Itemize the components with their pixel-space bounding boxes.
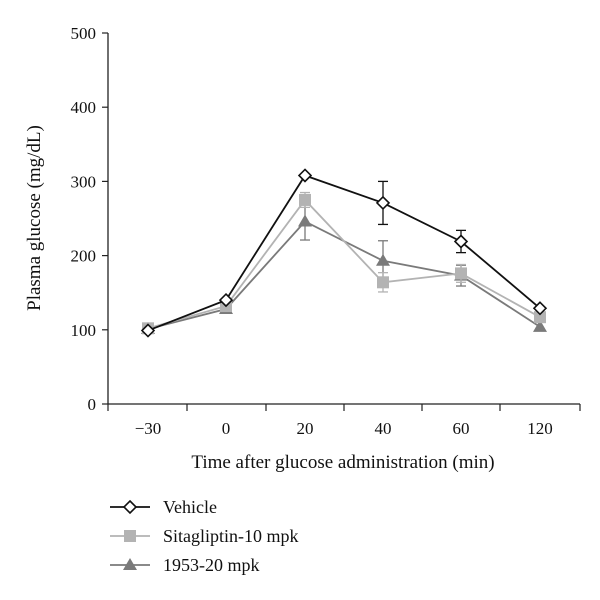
data-point [299, 193, 311, 206]
series-layer [140, 168, 548, 338]
legend-label: Sitagliptin-10 mpk [163, 526, 299, 546]
data-point [297, 168, 313, 183]
data-point [532, 301, 548, 316]
data-point [534, 311, 546, 324]
legend-item: Vehicle [110, 497, 217, 517]
y-tick-label: 400 [71, 98, 97, 117]
y-tick-label: 100 [71, 321, 97, 340]
x-tick-label: 0 [222, 419, 231, 438]
data-point [533, 319, 547, 332]
y-tick-label: 0 [88, 395, 97, 414]
legend-label: Vehicle [163, 497, 217, 517]
y-tick-label: 500 [71, 24, 97, 43]
series-0 [140, 168, 548, 338]
x-ticks: −30 0 20 40 60 120 [107, 404, 581, 438]
series-line [147, 174, 541, 332]
data-point [298, 214, 312, 227]
data-point [376, 253, 390, 266]
y-axis-title: Plasma glucose (mg/dL) [24, 125, 45, 311]
data-point [218, 292, 234, 308]
x-tick-label: 40 [375, 419, 392, 438]
legend-marker [123, 558, 137, 570]
x-tick-label: 120 [527, 419, 553, 438]
legend-item: 1953-20 mpk [110, 555, 260, 575]
x-tick-label: −30 [135, 419, 162, 438]
x-axis-title: Time after glucose administration (min) [191, 452, 494, 473]
legend-marker [122, 499, 138, 515]
data-point [455, 267, 467, 280]
series-line [147, 198, 541, 330]
data-point [140, 323, 156, 338]
legend-marker [124, 530, 136, 542]
x-tick-label: 60 [453, 419, 470, 438]
data-point [375, 195, 391, 211]
legend-label: 1953-20 mpk [163, 555, 260, 575]
series-2 [141, 202, 547, 335]
data-point [453, 234, 469, 249]
legend: Vehicle Sitagliptin-10 mpk 1953-20 mpk [110, 497, 299, 575]
data-point [377, 276, 389, 289]
y-tick-label: 200 [71, 247, 97, 266]
legend-item: Sitagliptin-10 mpk [110, 526, 299, 546]
series-1 [142, 191, 546, 335]
axes [107, 33, 580, 405]
series-line [147, 220, 541, 330]
x-tick-label: 20 [297, 419, 314, 438]
y-ticks: 0 100 200 300 400 500 [71, 24, 108, 414]
y-tick-label: 300 [71, 172, 97, 191]
